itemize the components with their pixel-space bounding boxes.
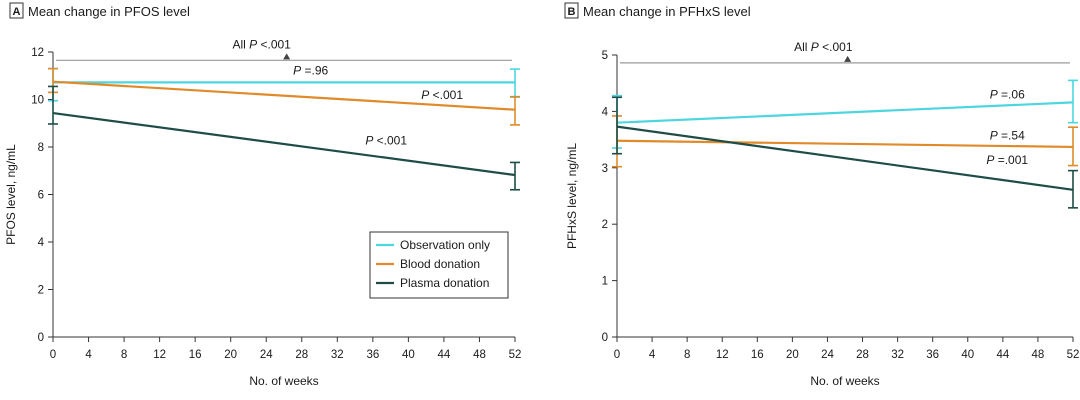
y-tick-label: 10 bbox=[31, 95, 44, 107]
x-tick-label: 24 bbox=[260, 349, 273, 361]
p-value-label-plasma-donation: P <.001 bbox=[365, 134, 407, 148]
x-tick-label: 16 bbox=[189, 349, 202, 361]
bracket-label-value: <.001 bbox=[819, 40, 853, 54]
series-line-plasma-donation bbox=[52, 111, 516, 177]
x-tick-label: 24 bbox=[821, 349, 834, 361]
x-tick-label: 16 bbox=[751, 349, 764, 361]
y-tick-label: 8 bbox=[38, 142, 44, 154]
p-value-label-observation-only: P =.06 bbox=[990, 87, 1025, 101]
p-value-label-blood-donation: P <.001 bbox=[421, 88, 463, 102]
x-tick-label: 36 bbox=[366, 349, 379, 361]
x-tick-label: 52 bbox=[509, 349, 522, 361]
x-tick-label: 20 bbox=[224, 349, 237, 361]
x-tick-label: 48 bbox=[1032, 349, 1045, 361]
p-value-label-observation-only-value: =.96 bbox=[301, 63, 328, 77]
x-tick-label: 48 bbox=[473, 349, 486, 361]
series-blood-donation: P <.001 bbox=[48, 67, 520, 126]
x-tick-label: 8 bbox=[121, 349, 127, 361]
y-tick-label: 5 bbox=[602, 50, 608, 62]
panel-letter-box bbox=[9, 2, 24, 19]
x-tick-label: 28 bbox=[856, 349, 869, 361]
p-value-label-plasma-donation-p: P bbox=[986, 153, 994, 167]
x-tick-label: 40 bbox=[961, 349, 974, 361]
series-line-blood-donation bbox=[52, 80, 516, 111]
p-value-label-observation-only: P =.96 bbox=[293, 63, 328, 77]
bracket-label-value: <.001 bbox=[257, 37, 291, 51]
y-tick-label: 0 bbox=[38, 332, 44, 344]
series-plasma-donation: P <.001 bbox=[48, 85, 520, 191]
x-tick-label: 44 bbox=[438, 349, 451, 361]
bracket-label-prefix: All bbox=[232, 37, 249, 51]
p-value-label-blood-donation-value: =.54 bbox=[998, 129, 1025, 143]
p-value-label-observation-only-p: P bbox=[990, 87, 998, 101]
panel-letter: A bbox=[13, 6, 21, 18]
p-value-label-blood-donation-value: <.001 bbox=[429, 88, 463, 102]
y-axis-title: PFOS level, ng/mL bbox=[4, 144, 18, 245]
p-value-label-plasma-donation-p: P bbox=[365, 134, 373, 148]
p-value-label-plasma-donation-value: =.001 bbox=[994, 153, 1028, 167]
bracket-label: All P <.001 bbox=[232, 37, 291, 51]
y-tick-label: 4 bbox=[602, 106, 609, 118]
p-value-label-plasma-donation-value: <.001 bbox=[373, 134, 407, 148]
p-value-label-observation-only-value: =.06 bbox=[998, 87, 1025, 101]
bracket-marker bbox=[844, 55, 852, 62]
x-tick-label: 36 bbox=[926, 349, 939, 361]
bracket-label-p: P bbox=[249, 37, 257, 51]
x-tick-label: 32 bbox=[891, 349, 904, 361]
series-line-observation-only bbox=[616, 101, 1074, 124]
y-axis-title: PFHxS level, ng/mL bbox=[565, 143, 579, 249]
x-tick-label: 0 bbox=[614, 349, 620, 361]
x-tick-label: 28 bbox=[295, 349, 308, 361]
x-tick-label: 8 bbox=[684, 349, 690, 361]
bracket-label-prefix: All bbox=[794, 40, 811, 54]
series-plasma-donation: P =.001 bbox=[612, 96, 1078, 209]
legend: Observation only Blood donation Plasma don… bbox=[369, 231, 509, 299]
series-line-plasma-donation bbox=[616, 125, 1074, 191]
x-axis-title: No. of weeks bbox=[810, 374, 879, 388]
x-axis-title: No. of weeks bbox=[249, 374, 318, 388]
y-tick-label: 6 bbox=[38, 190, 44, 202]
panel-letter: B bbox=[568, 6, 576, 18]
series-line-blood-donation bbox=[616, 139, 1074, 149]
x-tick-label: 4 bbox=[649, 349, 656, 361]
y-tick-label: 1 bbox=[602, 276, 608, 288]
chart-title: Mean change in PFOS level bbox=[28, 4, 190, 19]
x-tick-label: 12 bbox=[153, 349, 166, 361]
p-value-label-blood-donation: P =.54 bbox=[990, 129, 1025, 143]
y-tick-label: 4 bbox=[38, 237, 45, 249]
legend-label-plasma-donation: Plasma donation bbox=[400, 276, 489, 290]
panel-letter-box bbox=[564, 2, 579, 19]
y-tick-label: 2 bbox=[38, 285, 44, 297]
x-tick-label: 32 bbox=[331, 349, 344, 361]
legend-label-observation-only: Observation only bbox=[400, 238, 490, 252]
y-tick-label: 12 bbox=[31, 47, 44, 59]
bracket-label-p: P bbox=[811, 40, 819, 54]
x-tick-label: 0 bbox=[50, 349, 56, 361]
bracket-label: All P <.001 bbox=[794, 40, 853, 54]
p-value-label-plasma-donation: P =.001 bbox=[986, 153, 1028, 167]
chart-title: Mean change in PFHxS level bbox=[583, 4, 751, 19]
y-tick-label: 2 bbox=[602, 219, 608, 231]
bracket-marker bbox=[283, 53, 291, 60]
p-value-label-blood-donation-p: P bbox=[421, 88, 429, 102]
p-value-label-blood-donation-p: P bbox=[990, 129, 998, 143]
x-tick-label: 40 bbox=[402, 349, 415, 361]
x-tick-label: 20 bbox=[786, 349, 799, 361]
x-tick-label: 12 bbox=[716, 349, 729, 361]
y-tick-label: 0 bbox=[602, 332, 608, 344]
p-value-label-observation-only-p: P bbox=[293, 63, 301, 77]
x-tick-label: 52 bbox=[1067, 349, 1080, 361]
x-tick-label: 44 bbox=[996, 349, 1009, 361]
y-tick-label: 3 bbox=[602, 163, 608, 175]
x-tick-label: 4 bbox=[85, 349, 92, 361]
legend-label-blood-donation: Blood donation bbox=[400, 257, 480, 271]
